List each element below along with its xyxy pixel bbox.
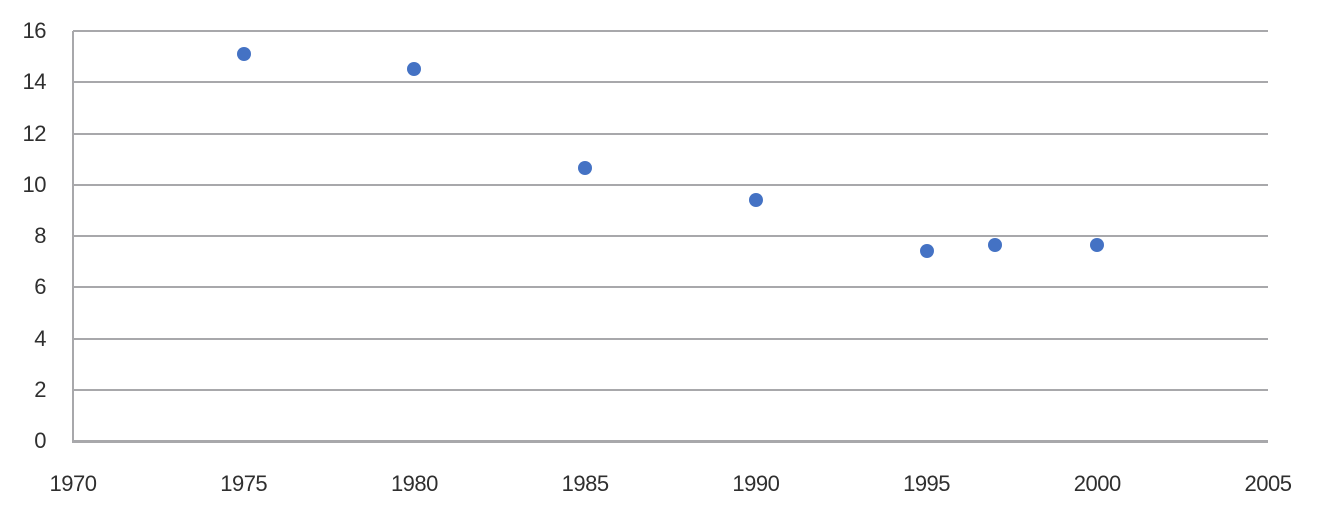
y-axis-line bbox=[72, 31, 74, 443]
data-point-marker bbox=[919, 244, 934, 259]
gridline bbox=[73, 132, 1268, 135]
data-point-marker bbox=[407, 62, 422, 77]
x-axis-line bbox=[73, 440, 1268, 443]
x-tick-label: 2000 bbox=[1073, 471, 1121, 496]
x-tick-label: 2005 bbox=[1244, 471, 1292, 496]
data-point-marker bbox=[987, 237, 1002, 252]
plot-area bbox=[73, 30, 1268, 443]
x-tick-label: 1980 bbox=[390, 471, 438, 496]
data-point-marker bbox=[578, 161, 593, 176]
gridline bbox=[73, 81, 1268, 84]
x-tick-label: 1985 bbox=[561, 471, 609, 496]
x-tick-label: 1970 bbox=[49, 471, 97, 496]
gridline bbox=[73, 183, 1268, 186]
gridline bbox=[73, 30, 1268, 32]
gridline bbox=[73, 337, 1268, 340]
x-tick-label: 1975 bbox=[220, 471, 268, 496]
y-tick-label: 8 bbox=[34, 223, 46, 248]
data-point-marker bbox=[1090, 237, 1105, 252]
gridline bbox=[73, 388, 1268, 391]
x-tick-label: 1990 bbox=[732, 471, 780, 496]
y-tick-label: 12 bbox=[22, 120, 47, 146]
gridline bbox=[73, 235, 1268, 237]
y-tick-label: 10 bbox=[22, 171, 47, 197]
y-tick-label: 14 bbox=[22, 69, 47, 95]
y-tick-label: 4 bbox=[34, 325, 46, 351]
x-tick-label: 1995 bbox=[903, 471, 951, 496]
y-tick-label: 6 bbox=[34, 274, 46, 300]
data-point-marker bbox=[748, 193, 763, 208]
data-point-marker bbox=[236, 47, 251, 62]
y-tick-label: 2 bbox=[34, 376, 46, 402]
y-tick-label: 0 bbox=[34, 428, 46, 453]
y-tick-label: 16 bbox=[22, 18, 47, 43]
gridline bbox=[73, 286, 1268, 289]
